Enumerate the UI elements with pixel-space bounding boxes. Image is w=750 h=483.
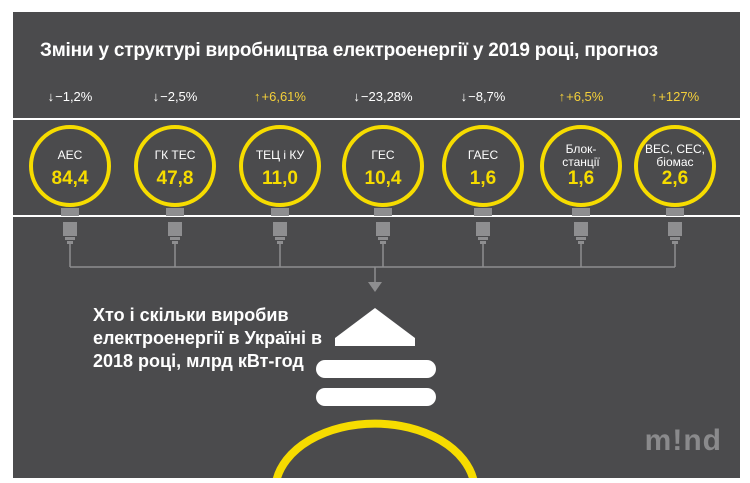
plug-ring xyxy=(380,241,386,244)
change-label: ↓−23,28% xyxy=(333,89,433,104)
chart-title: Зміни у структурі виробництва електроене… xyxy=(40,40,658,61)
source-label: Блок-станції xyxy=(562,142,600,169)
source-value: 11,0 xyxy=(262,168,298,189)
chart-subtitle: Хто і скільки виробив електроенергії в У… xyxy=(93,305,323,371)
source-value: 1,6 xyxy=(469,168,497,189)
source-label: АЕС xyxy=(57,148,83,162)
change-label: ↑+6,61% xyxy=(230,89,330,104)
source-circle: Блок-станції 1,6 xyxy=(540,125,622,207)
plug-body xyxy=(574,222,588,236)
bulb-thread-2 xyxy=(316,388,436,406)
change-value: +6,5% xyxy=(566,89,604,104)
change-value: −23,28% xyxy=(360,89,413,104)
plug-body xyxy=(273,222,287,236)
change-value: −8,7% xyxy=(468,89,506,104)
plug-body xyxy=(376,222,390,236)
plug-base xyxy=(271,208,289,216)
source-label: ГЕС xyxy=(371,148,395,162)
plug-ring xyxy=(172,241,178,244)
plug-base xyxy=(61,208,79,216)
plug-ring xyxy=(67,241,73,244)
source-value: 47,8 xyxy=(156,168,194,189)
change-value: +6,61% xyxy=(261,89,306,104)
arrow-up-icon: ↑ xyxy=(650,89,658,104)
source-circle: ГЕС 10,4 xyxy=(342,125,424,207)
source-circle: ВЕС, СЕС, біомас 2,6 xyxy=(634,125,716,207)
source-circle: ТЕЦ і КУ 11,0 xyxy=(239,125,321,207)
plug-ring xyxy=(576,237,586,240)
plug-ring xyxy=(378,237,388,240)
arrow-up-icon: ↑ xyxy=(254,89,261,104)
plug-base xyxy=(374,208,392,216)
plug-ring xyxy=(480,241,486,244)
plug-ring xyxy=(170,237,180,240)
change-label: ↑+127% xyxy=(625,89,725,104)
plug-ring xyxy=(672,241,678,244)
arrow-down-icon: ↓ xyxy=(353,89,360,104)
change-label: ↓−2,5% xyxy=(125,89,225,104)
plug-base xyxy=(166,208,184,216)
bulb-cap-icon xyxy=(335,308,415,346)
arrow-down-icon: ↓ xyxy=(47,89,55,104)
plugs-and-bulb xyxy=(61,208,684,478)
change-value: −1,2% xyxy=(55,89,93,104)
plug-body xyxy=(168,222,182,236)
change-label: ↓−1,2% xyxy=(20,89,120,104)
plug-body xyxy=(476,222,490,236)
plug-base xyxy=(474,208,492,216)
source-label: ГАЕС xyxy=(467,148,499,162)
connector-arrow-icon xyxy=(368,282,382,292)
plug-body xyxy=(668,222,682,236)
arrow-down-icon: ↓ xyxy=(152,89,160,104)
plug-ring xyxy=(670,237,680,240)
change-value: −2,5% xyxy=(160,89,198,104)
plug-ring xyxy=(65,237,75,240)
change-label: ↓−8,7% xyxy=(433,89,533,104)
change-value: +127% xyxy=(658,89,700,104)
source-value: 84,4 xyxy=(51,168,89,189)
source-circle: ГК ТЕС 47,8 xyxy=(134,125,216,207)
plug-ring xyxy=(578,241,584,244)
arrow-up-icon: ↑ xyxy=(558,89,566,104)
source-label: ТЕЦ і КУ xyxy=(255,148,305,162)
plug-base xyxy=(572,208,590,216)
source-circle: АЕС 84,4 xyxy=(29,125,111,207)
bulb-thread-1 xyxy=(316,360,436,378)
source-label: ВЕС, СЕС, біомас xyxy=(644,142,705,169)
mind-logo: m!nd xyxy=(644,424,722,457)
plug-ring xyxy=(277,241,283,244)
change-label: ↑+6,5% xyxy=(531,89,631,104)
source-value: 10,4 xyxy=(364,168,402,189)
arrow-down-icon: ↓ xyxy=(460,89,468,104)
source-circle: ГАЕС 1,6 xyxy=(442,125,524,207)
source-label: ГК ТЕС xyxy=(154,148,196,162)
plug-ring xyxy=(478,237,488,240)
bulb-glass-icon xyxy=(272,419,478,478)
top-divider xyxy=(13,118,740,120)
plug-base xyxy=(666,208,684,216)
source-value: 1,6 xyxy=(567,168,595,189)
source-value: 2,6 xyxy=(661,168,689,189)
plug-ring xyxy=(275,237,285,240)
plug-body xyxy=(63,222,77,236)
infographic-panel: Зміни у структурі виробництва електроене… xyxy=(13,12,740,478)
